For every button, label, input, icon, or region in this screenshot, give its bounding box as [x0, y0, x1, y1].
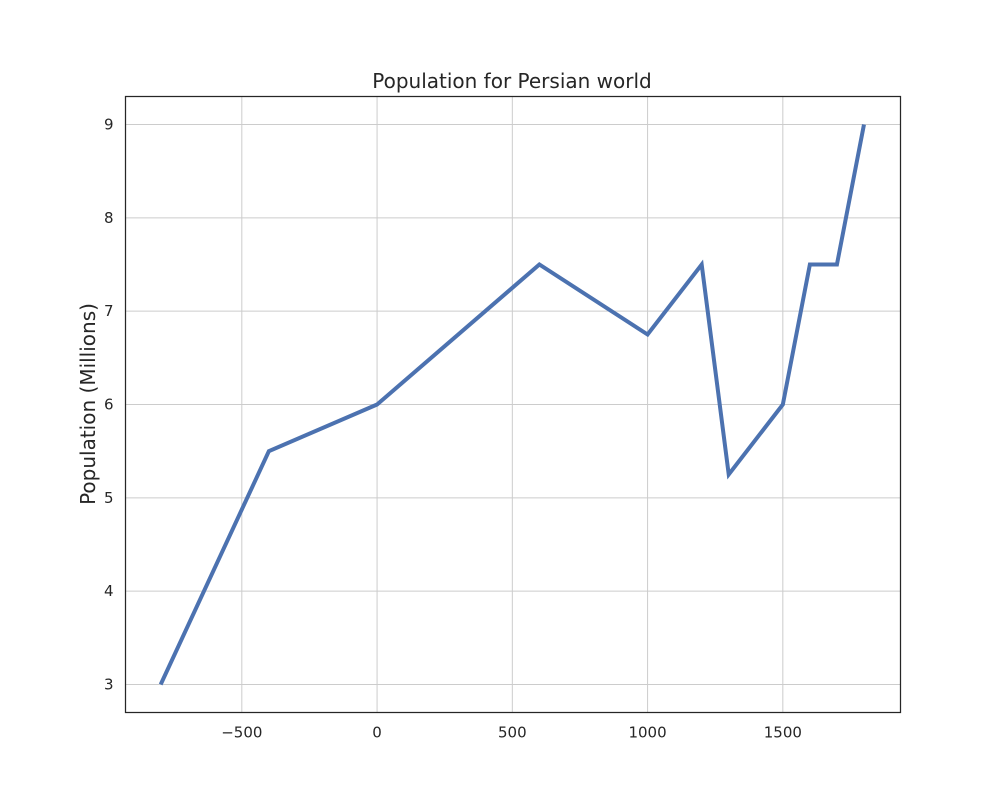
x-tick-label: 1000: [628, 724, 666, 742]
x-tick-label: 500: [498, 724, 527, 742]
series-layer: [158, 124, 866, 686]
x-tick-label: 0: [372, 724, 382, 742]
y-tick-label: 9: [104, 116, 114, 134]
y-tick-label: 7: [104, 302, 114, 320]
y-tick-label: 5: [104, 489, 114, 507]
y-tick-label: 8: [104, 209, 114, 227]
x-tick-label: −500: [221, 724, 262, 742]
x-tick-label: 1500: [764, 724, 802, 742]
series-line: [158, 124, 866, 686]
y-tick-label: 4: [104, 582, 114, 600]
tick-labels: −500 0 500 1000 1500 3 4 5 6 7 8 9: [104, 116, 802, 742]
plot-frame: [124, 95, 902, 714]
y-axis-label: Population (Millions): [76, 303, 100, 505]
y-tick-label: 6: [104, 396, 114, 414]
y-tick-label: 3: [104, 676, 114, 694]
chart-title: Population for Persian world: [372, 69, 652, 93]
